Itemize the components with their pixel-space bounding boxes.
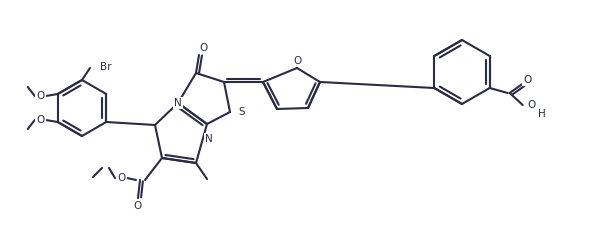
Text: O: O xyxy=(134,201,142,211)
Text: O: O xyxy=(118,173,126,183)
Text: O: O xyxy=(37,115,45,125)
Text: O: O xyxy=(528,100,536,110)
Text: N: N xyxy=(174,98,182,108)
Text: O: O xyxy=(37,91,45,101)
Text: N: N xyxy=(205,134,213,144)
Text: Br: Br xyxy=(100,62,111,72)
Text: O: O xyxy=(294,56,302,66)
Text: O: O xyxy=(524,75,532,85)
Text: S: S xyxy=(238,107,245,117)
Text: H: H xyxy=(538,109,546,119)
Text: O: O xyxy=(199,43,207,53)
